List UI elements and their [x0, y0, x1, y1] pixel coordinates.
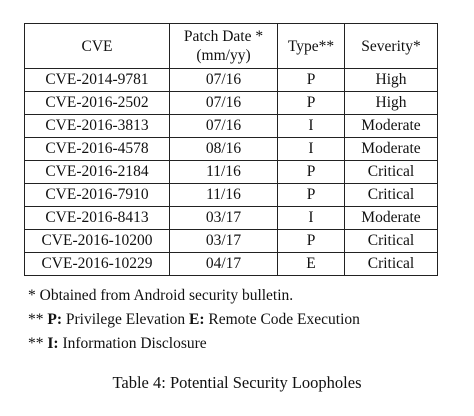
cell-type: I	[277, 114, 345, 138]
table-row: CVE-2016-7910 11/16 P Critical	[24, 183, 438, 207]
cell-severity: High	[344, 91, 438, 115]
cell-cve: CVE-2016-10229	[24, 252, 170, 276]
cell-severity: Critical	[344, 183, 438, 207]
security-table-container: CVE Patch Date * (mm/yy) Type** Severity…	[24, 23, 438, 276]
cell-patch-date: 07/16	[169, 68, 278, 92]
note-type-legend-2: ** I: Information Disclosure	[28, 332, 360, 356]
table-header-row: CVE Patch Date * (mm/yy) Type** Severity…	[24, 23, 438, 69]
table-row: CVE-2016-2502 07/16 P High	[24, 91, 438, 115]
cell-type: P	[277, 160, 345, 184]
cell-patch-date: 03/17	[169, 229, 278, 253]
cell-severity: Critical	[344, 252, 438, 276]
cell-type: E	[277, 252, 345, 276]
cell-patch-date: 08/16	[169, 137, 278, 161]
security-loopholes-table: CVE Patch Date * (mm/yy) Type** Severity…	[24, 23, 438, 276]
table-row: CVE-2016-2184 11/16 P Critical	[24, 160, 438, 184]
header-patch-date-line1: Patch Date *	[183, 28, 264, 45]
table-body: CVE-2014-9781 07/16 P High CVE-2016-2502 07/1…	[24, 68, 438, 276]
table-row: CVE-2016-8413 03/17 I Moderate	[24, 206, 438, 230]
cell-severity: Critical	[344, 229, 438, 253]
cell-severity: Moderate	[344, 114, 438, 138]
note-type-legend-1: ** P: Privilege Elevation E: Remote Code…	[28, 308, 360, 332]
table-notes: * Obtained from Android security bulleti…	[28, 284, 360, 356]
cell-patch-date: 11/16	[169, 183, 278, 207]
cell-type: P	[277, 68, 345, 92]
cell-type: P	[277, 229, 345, 253]
legend-key-i: I:	[47, 335, 59, 352]
cell-type: I	[277, 206, 345, 230]
legend-key-e: E:	[189, 311, 205, 328]
legend-text-e: Remote Code Execution	[204, 311, 360, 328]
cell-severity: Critical	[344, 160, 438, 184]
note-prefix: **	[28, 311, 48, 328]
header-type: Type**	[277, 23, 345, 69]
cell-cve: CVE-2016-4578	[24, 137, 170, 161]
cell-cve: CVE-2016-3813	[24, 114, 170, 138]
cell-cve: CVE-2016-8413	[24, 206, 170, 230]
cell-cve: CVE-2014-9781	[24, 68, 170, 92]
cell-type: P	[277, 91, 345, 115]
table-row: CVE-2016-10229 04/17 E Critical	[24, 252, 438, 276]
cell-patch-date: 04/17	[169, 252, 278, 276]
cell-cve: CVE-2016-2502	[24, 91, 170, 115]
legend-text-p: Privilege Elevation	[62, 311, 189, 328]
cell-type: I	[277, 137, 345, 161]
header-patch-date: Patch Date * (mm/yy)	[169, 23, 278, 69]
table-row: CVE-2014-9781 07/16 P High	[24, 68, 438, 92]
cell-cve: CVE-2016-10200	[24, 229, 170, 253]
cell-severity: Moderate	[344, 137, 438, 161]
table-caption: Table 4: Potential Security Loopholes	[112, 373, 362, 392]
cell-patch-date: 03/17	[169, 206, 278, 230]
legend-key-p: P:	[47, 311, 63, 328]
cell-patch-date: 07/16	[169, 114, 278, 138]
cell-cve: CVE-2016-7910	[24, 183, 170, 207]
cell-cve: CVE-2016-2184	[24, 160, 170, 184]
cell-patch-date: 11/16	[169, 160, 278, 184]
cell-type: P	[277, 183, 345, 207]
legend-text-i: Information Disclosure	[58, 335, 207, 352]
header-severity: Severity*	[344, 23, 438, 69]
note-source: * Obtained from Android security bulleti…	[28, 287, 294, 304]
header-patch-date-line2: (mm/yy)	[196, 47, 251, 64]
cell-severity: Moderate	[344, 206, 438, 230]
table-row: CVE-2016-10200 03/17 P Critical	[24, 229, 438, 253]
cell-severity: High	[344, 68, 438, 92]
cell-patch-date: 07/16	[169, 91, 278, 115]
table-row: CVE-2016-4578 08/16 I Moderate	[24, 137, 438, 161]
table-row: CVE-2016-3813 07/16 I Moderate	[24, 114, 438, 138]
note-prefix: **	[28, 335, 48, 352]
header-cve: CVE	[24, 23, 170, 69]
